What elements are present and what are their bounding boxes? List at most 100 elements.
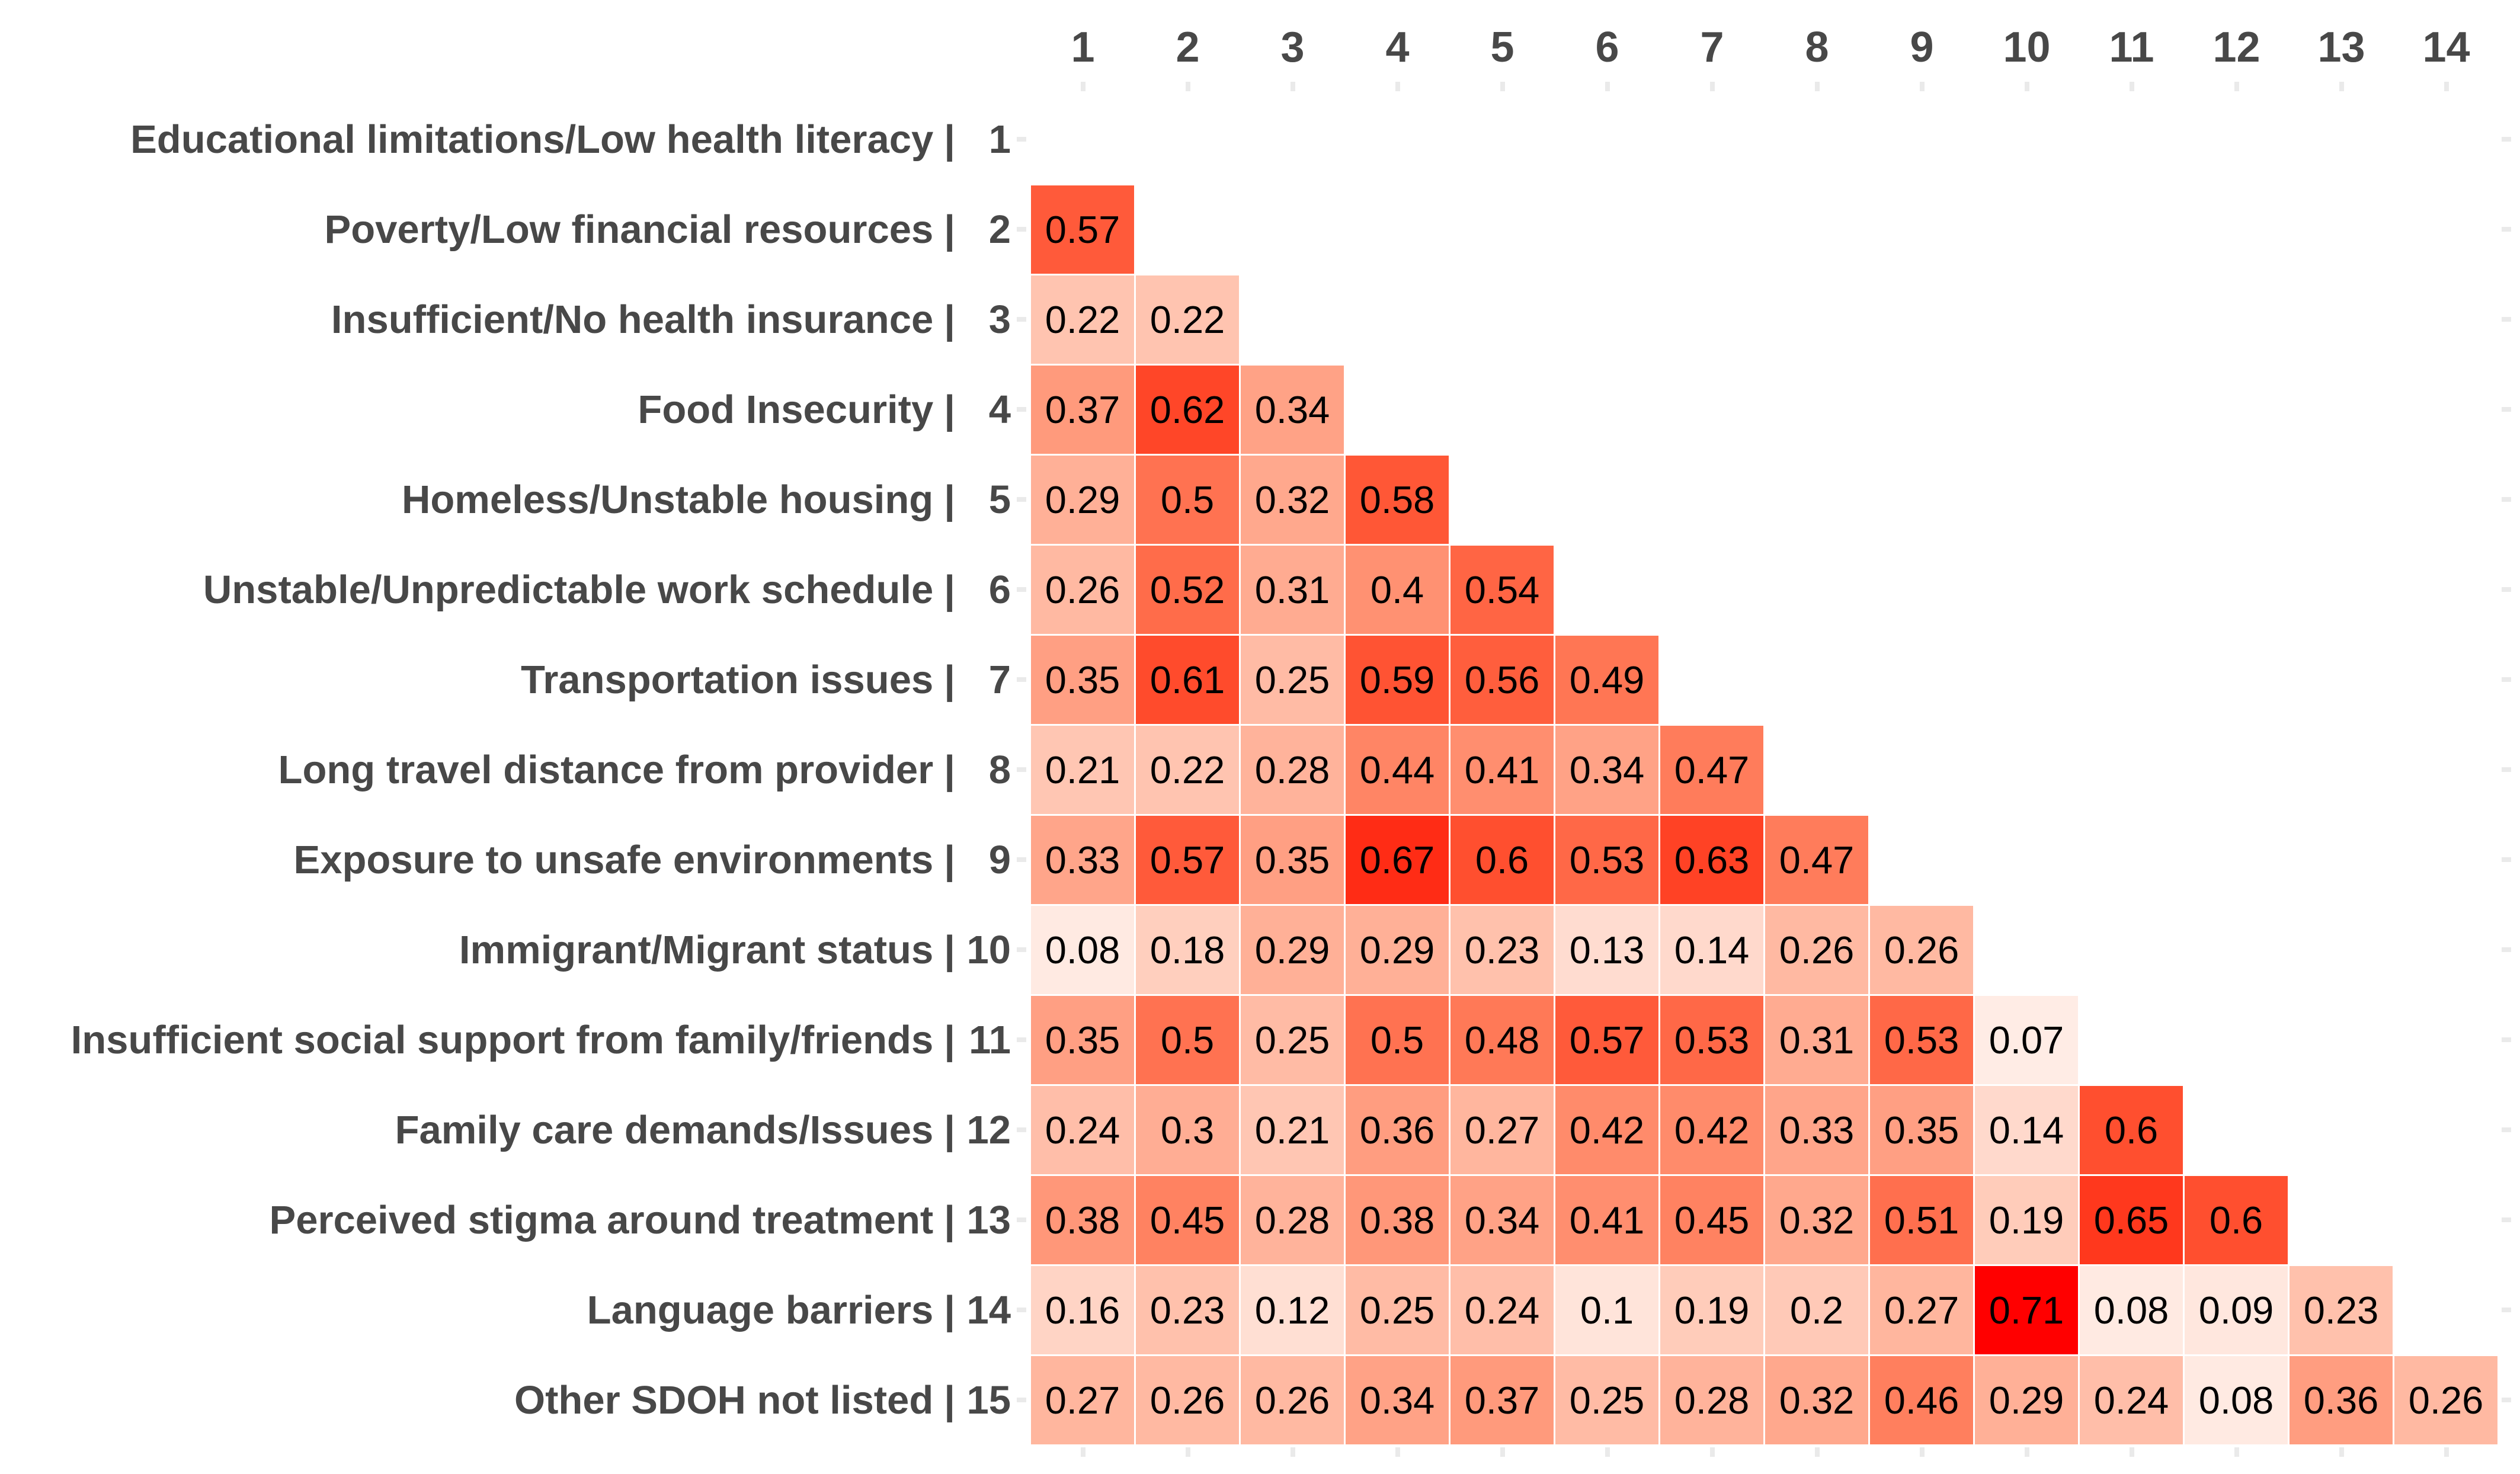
right-tick [2502,137,2511,142]
column-header: 5 [1490,24,1514,71]
heatmap-cell: 0.13 [1555,906,1658,994]
heatmap-cell: 0.3 [1136,1086,1239,1174]
heatmap-cell: 0.23 [1450,906,1554,994]
heatmap-cell: 0.08 [2185,1356,2288,1444]
cell-value: 0.51 [1884,1199,1959,1242]
left-tick [1017,677,1026,682]
heatmap-cell: 0.4 [1346,546,1449,634]
row-label-text: Educational limitations/Low health liter… [130,117,934,162]
column-header: 2 [1176,24,1200,71]
cell-value: 0.37 [1464,1379,1540,1422]
heatmap-cell: 0.47 [1660,726,1763,814]
heatmap-cell: 0.26 [1870,906,1973,994]
right-tick [2502,1037,2511,1042]
row-label-separator: | [944,1017,955,1062]
heatmap-cell: 0.14 [1660,906,1763,994]
cell-value: 0.6 [2104,1108,2159,1152]
cell-value: 0.47 [1779,838,1855,882]
heatmap-cell: 0.22 [1136,275,1239,364]
row-label: Educational limitations/Low health liter… [0,94,1011,184]
heatmap-cell: 0.33 [1031,816,1134,904]
top-tick [2339,82,2344,91]
cell-value: 0.25 [1254,658,1330,701]
heatmap-cell: 0.54 [1450,546,1554,634]
cell-value: 0.53 [1569,838,1645,882]
cell-value: 0.08 [1045,928,1120,972]
cell-value: 0.07 [1989,1018,2064,1062]
heatmap-cell: 0.33 [1765,1086,1868,1174]
right-tick [2502,1127,2511,1132]
cell-value: 0.14 [1674,928,1750,972]
heatmap-cell: 0.29 [1346,906,1449,994]
heatmap-cell: 0.24 [1031,1086,1134,1174]
cell-value: 0.27 [1464,1108,1540,1152]
heatmap-cell: 0.08 [2080,1266,2183,1354]
cell-value: 0.48 [1464,1018,1540,1062]
heatmap-cell: 0.23 [1136,1266,1239,1354]
cell-value: 0.3 [1160,1108,1215,1152]
cell-value: 0.53 [1884,1018,1959,1062]
heatmap-cell: 0.24 [2080,1356,2183,1444]
bottom-tick [1605,1447,1610,1457]
cell-value: 0.4 [1370,568,1424,611]
cell-value: 0.24 [1045,1108,1120,1152]
right-tick [2502,1398,2511,1402]
right-tick [2502,767,2511,772]
cell-value: 0.47 [1674,748,1750,792]
heatmap-cell: 0.36 [1346,1086,1449,1174]
cell-value: 0.52 [1149,568,1225,611]
left-tick [1017,1398,1026,1402]
cell-value: 0.35 [1884,1108,1959,1152]
row-label-separator: | [944,207,955,252]
row-label: Food Insecurity | 4 [0,364,1011,454]
top-tick [1500,82,1505,91]
cell-value: 0.19 [1674,1289,1750,1332]
cell-value: 0.27 [1045,1379,1120,1422]
heatmap-cell: 0.67 [1346,816,1449,904]
row-label-text: Family care demands/Issues [395,1107,934,1152]
cell-value: 0.35 [1254,838,1330,882]
heatmap-cell: 0.32 [1765,1176,1868,1264]
heatmap-cell: 0.08 [1031,906,1134,994]
cell-value: 0.6 [2209,1199,2263,1242]
cell-value: 0.58 [1359,478,1435,521]
cell-value: 0.5 [1160,478,1215,521]
heatmap-cell: 0.42 [1555,1086,1658,1174]
cell-value: 0.22 [1149,298,1225,341]
heatmap-cell: 0.21 [1241,1086,1344,1174]
cell-value: 0.5 [1160,1018,1215,1062]
right-tick [2502,317,2511,322]
row-label-text: Long travel distance from provider [278,747,934,792]
left-tick [1017,317,1026,322]
left-tick [1017,137,1026,142]
cell-value: 0.22 [1045,298,1120,341]
bottom-tick [2339,1447,2344,1457]
heatmap-cell: 0.21 [1031,726,1134,814]
left-tick [1017,1037,1026,1042]
heatmap-cell: 0.18 [1136,906,1239,994]
cell-value: 0.45 [1149,1199,1225,1242]
top-tick [1814,82,1820,91]
cell-value: 0.28 [1674,1379,1750,1422]
heatmap-cell: 0.6 [2185,1176,2288,1264]
row-label: Exposure to unsafe environments | 9 [0,815,1011,905]
cell-value: 0.34 [1569,748,1645,792]
row-label-separator: | [944,477,955,522]
heatmap-cell: 0.24 [1450,1266,1554,1354]
cell-value: 0.23 [2303,1289,2379,1332]
heatmap-cell: 0.53 [1870,996,1973,1084]
heatmap-cell: 0.38 [1031,1176,1134,1264]
heatmap-cell: 0.12 [1241,1266,1344,1354]
row-label-number: 9 [988,837,1011,882]
left-tick [1017,857,1026,862]
cell-value: 0.33 [1779,1108,1855,1152]
cell-value: 0.09 [2198,1289,2274,1332]
cell-value: 0.54 [1464,568,1540,611]
heatmap-cell: 0.46 [1870,1356,1973,1444]
row-label-number: 3 [988,297,1011,342]
row-label-number: 8 [988,747,1011,792]
heatmap-cell: 0.27 [1870,1266,1973,1354]
bottom-tick [1814,1447,1820,1457]
cell-value: 0.29 [1254,928,1330,972]
